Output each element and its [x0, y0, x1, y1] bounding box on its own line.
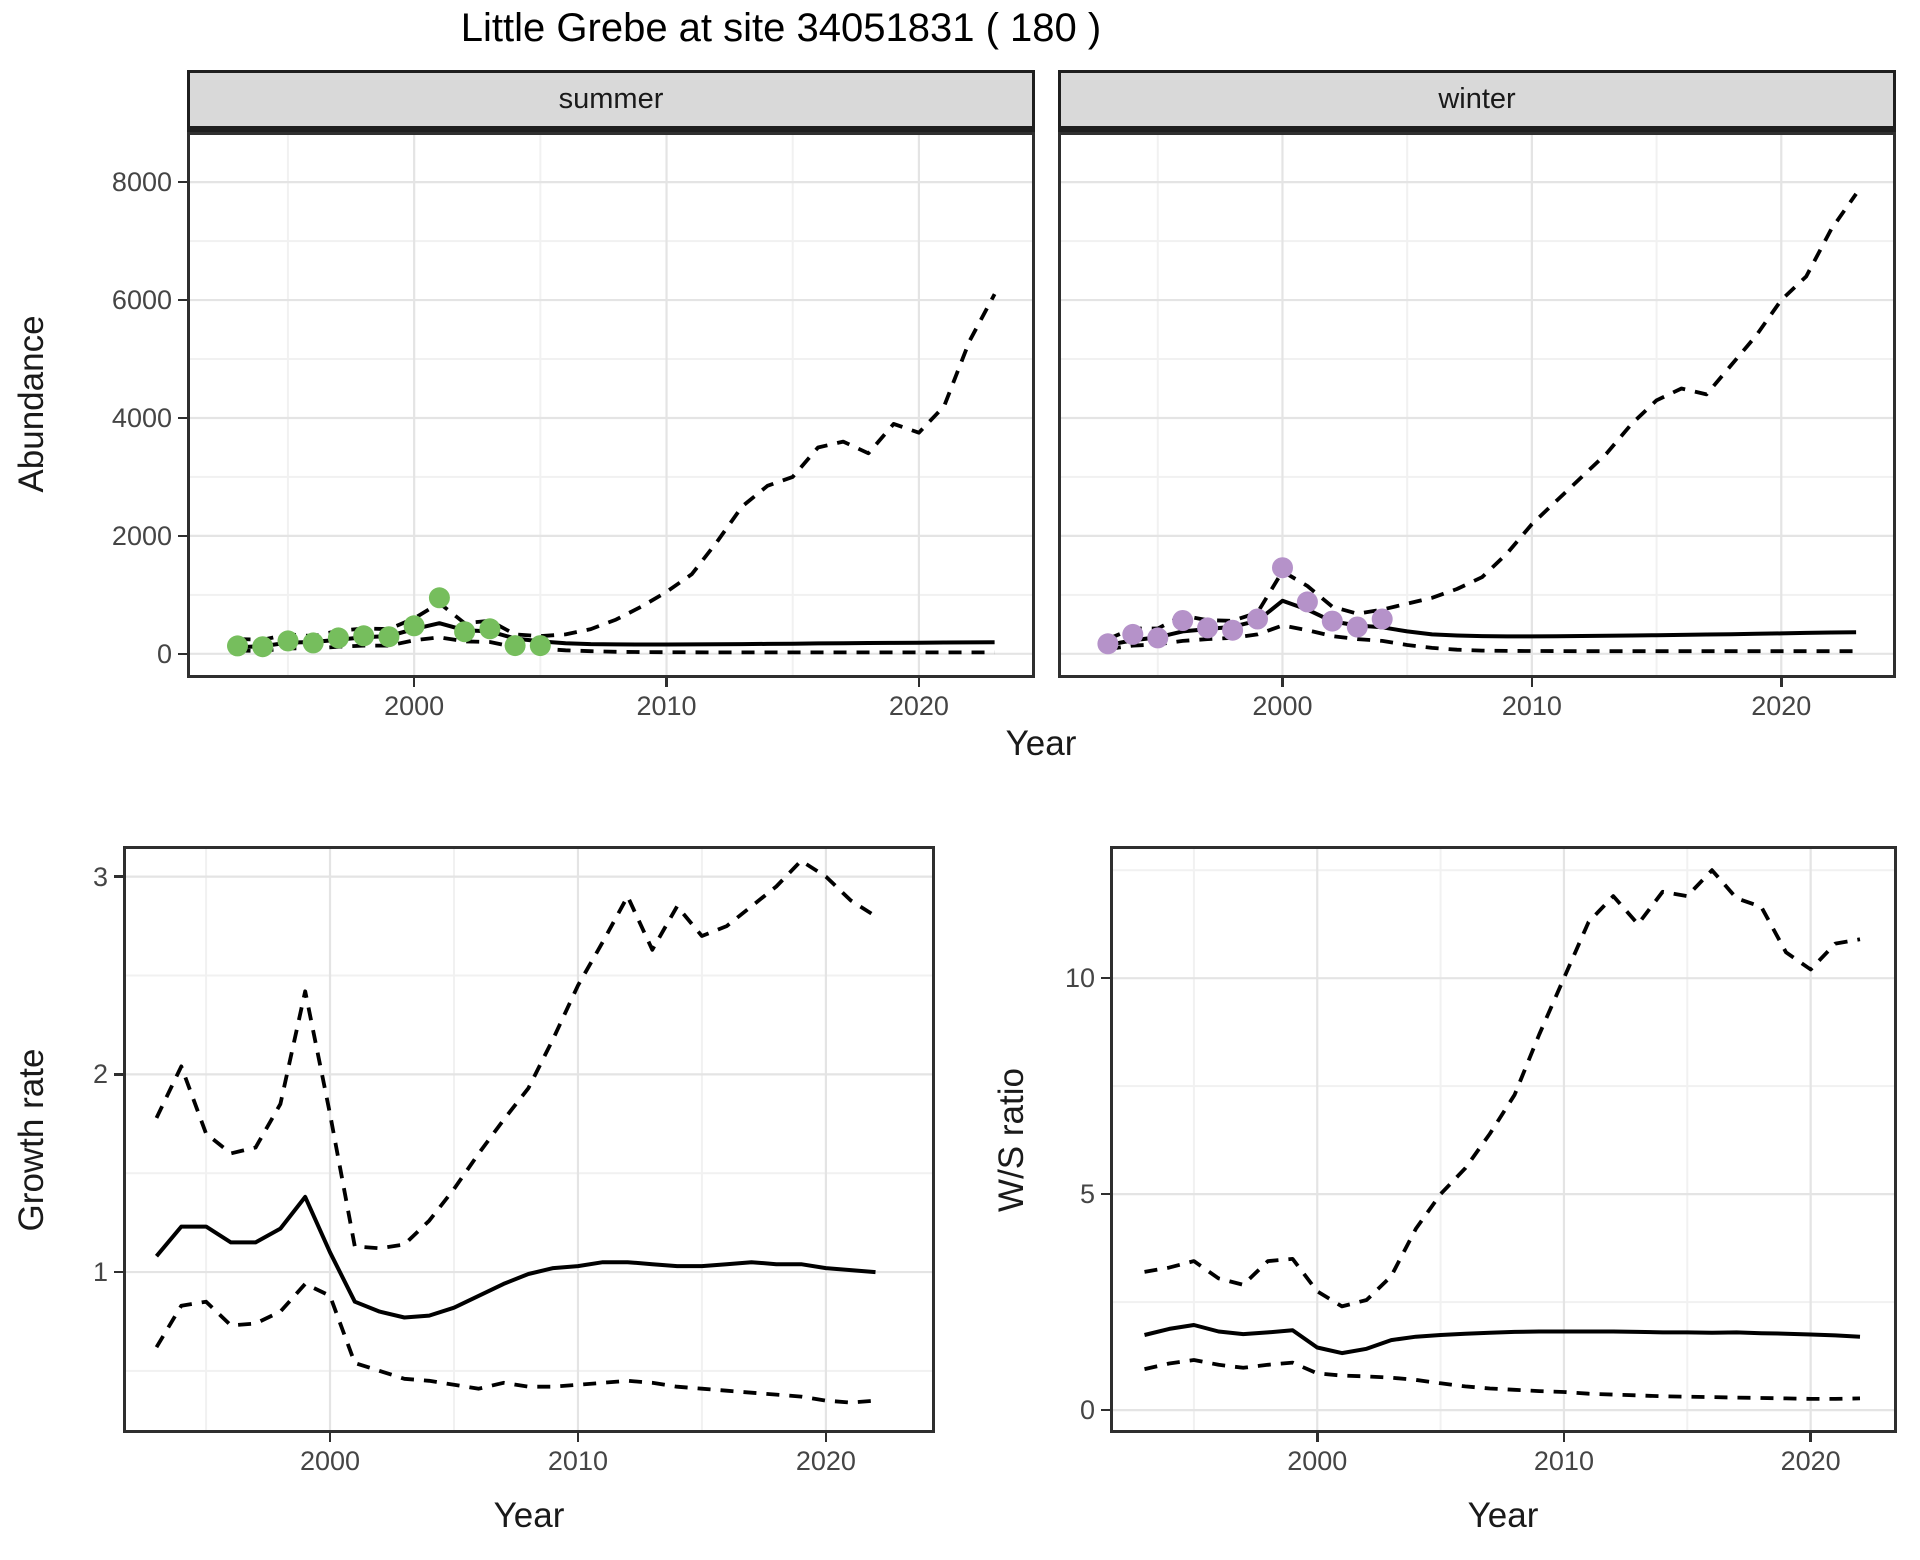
- y-tick-label: 0: [1079, 1395, 1095, 1426]
- y-axis-title-ws-ratio: W/S ratio: [992, 1068, 1031, 1212]
- y-tick-label: 5: [1079, 1179, 1095, 1210]
- x-tick-mark: [824, 1433, 828, 1442]
- y-tick-mark: [114, 1270, 123, 1274]
- y-tick-label: 0: [156, 638, 172, 669]
- x-tick-label: 2020: [1751, 691, 1812, 721]
- facet-strip-summer-label: summer: [558, 83, 664, 115]
- x-tick-label: 2000: [1252, 691, 1313, 721]
- x-tick-mark: [1281, 678, 1284, 687]
- point-summer-abundance-2002: [454, 621, 476, 643]
- point-winter-abundance-1993: [1097, 633, 1119, 655]
- series-ws-ratio-lower95: [1144, 1358, 1861, 1401]
- y-tick-mark: [114, 875, 123, 878]
- point-summer-abundance-1999: [378, 626, 400, 648]
- y-tick-label: 10: [1064, 963, 1095, 994]
- x-tick-mark: [1316, 1433, 1319, 1442]
- point-summer-abundance-2001: [428, 587, 450, 609]
- x-tick-label: 2010: [1533, 1446, 1594, 1476]
- x-axis-title-year-growth: Year: [493, 1496, 565, 1535]
- point-winter-abundance-1996: [1172, 610, 1194, 631]
- point-winter-abundance-1995: [1147, 627, 1169, 649]
- point-winter-abundance-1997: [1197, 617, 1219, 639]
- point-summer-abundance-1996: [302, 632, 324, 654]
- x-tick-label: 2010: [636, 691, 697, 721]
- series-winter-abundance-upper95: [1107, 192, 1858, 641]
- series-growth-rate-upper95: [154, 858, 877, 1251]
- y-tick-label: 6000: [111, 285, 172, 316]
- point-summer-abundance-2005: [529, 635, 551, 657]
- x-tick-label: 2010: [1501, 691, 1562, 721]
- point-winter-abundance-2003: [1346, 616, 1368, 638]
- y-tick-mark: [1101, 1192, 1110, 1196]
- x-tick-mark: [412, 678, 416, 687]
- point-winter-abundance-1998: [1222, 619, 1244, 641]
- facet-strip-winter-label: winter: [1438, 83, 1516, 115]
- x-tick-label: 2020: [795, 1446, 856, 1476]
- x-tick-mark: [328, 1433, 332, 1442]
- point-summer-abundance-2000: [403, 615, 425, 637]
- x-tick-label: 2000: [1287, 1446, 1348, 1476]
- y-tick-mark: [178, 534, 187, 538]
- point-winter-abundance-2002: [1321, 610, 1343, 632]
- point-summer-abundance-1993: [227, 635, 248, 657]
- x-axis-title-year-ratio: Year: [1467, 1496, 1539, 1535]
- x-tick-label: 2000: [384, 691, 445, 721]
- x-tick-mark: [576, 1433, 580, 1442]
- x-tick-label: 2000: [299, 1446, 361, 1476]
- x-tick-mark: [665, 678, 668, 687]
- x-tick-label: 2020: [1780, 1446, 1841, 1476]
- panel-summer-abundance: [187, 132, 1035, 678]
- x-tick-mark: [917, 678, 921, 687]
- y-tick-label: 2000: [111, 520, 172, 551]
- facet-strip-winter: winter: [1058, 70, 1896, 132]
- x-tick-mark: [1562, 1433, 1566, 1442]
- y-tick-mark: [1101, 1408, 1110, 1412]
- point-winter-abundance-2004: [1371, 608, 1393, 630]
- panel-growth-rate: [123, 846, 935, 1433]
- point-winter-abundance-1999: [1247, 608, 1268, 630]
- y-tick-label: 2: [92, 1059, 108, 1090]
- series-ws-ratio-median: [1144, 1323, 1861, 1356]
- y-tick-mark: [178, 416, 187, 420]
- x-tick-label: 2020: [888, 691, 949, 721]
- y-tick-label: 4000: [111, 402, 172, 433]
- x-axis-title-year-top: Year: [1005, 724, 1077, 763]
- point-summer-abundance-1997: [327, 627, 349, 649]
- x-tick-mark: [1809, 1433, 1812, 1442]
- point-summer-abundance-2003: [479, 618, 501, 640]
- x-tick-label: 2010: [547, 1446, 608, 1476]
- y-tick-mark: [178, 180, 187, 184]
- y-tick-label: 8000: [111, 167, 172, 198]
- point-summer-abundance-1994: [252, 636, 274, 658]
- panel-winter-abundance: [1058, 132, 1896, 678]
- y-tick-mark: [1101, 976, 1110, 980]
- point-winter-abundance-2000: [1272, 557, 1293, 579]
- point-winter-abundance-1994: [1122, 623, 1144, 645]
- y-tick-label: 1: [92, 1257, 108, 1288]
- point-summer-abundance-1998: [353, 625, 375, 647]
- point-summer-abundance-2004: [504, 635, 526, 657]
- page-title: Little Grebe at site 34051831 ( 180 ): [460, 6, 1102, 50]
- y-tick-mark: [178, 298, 187, 302]
- point-winter-abundance-2001: [1296, 591, 1318, 613]
- y-tick-mark: [178, 652, 187, 656]
- series-growth-rate-lower95: [154, 1281, 876, 1405]
- facet-strip-summer: summer: [187, 70, 1035, 132]
- series-ws-ratio-upper95: [1144, 868, 1861, 1309]
- y-tick-label: 3: [92, 861, 108, 892]
- y-tick-mark: [114, 1073, 123, 1076]
- x-tick-mark: [1530, 678, 1534, 687]
- panel-ws-ratio: [1110, 846, 1897, 1433]
- point-summer-abundance-1995: [277, 630, 299, 652]
- series-growth-rate-median: [154, 1194, 876, 1320]
- x-tick-mark: [1780, 678, 1783, 687]
